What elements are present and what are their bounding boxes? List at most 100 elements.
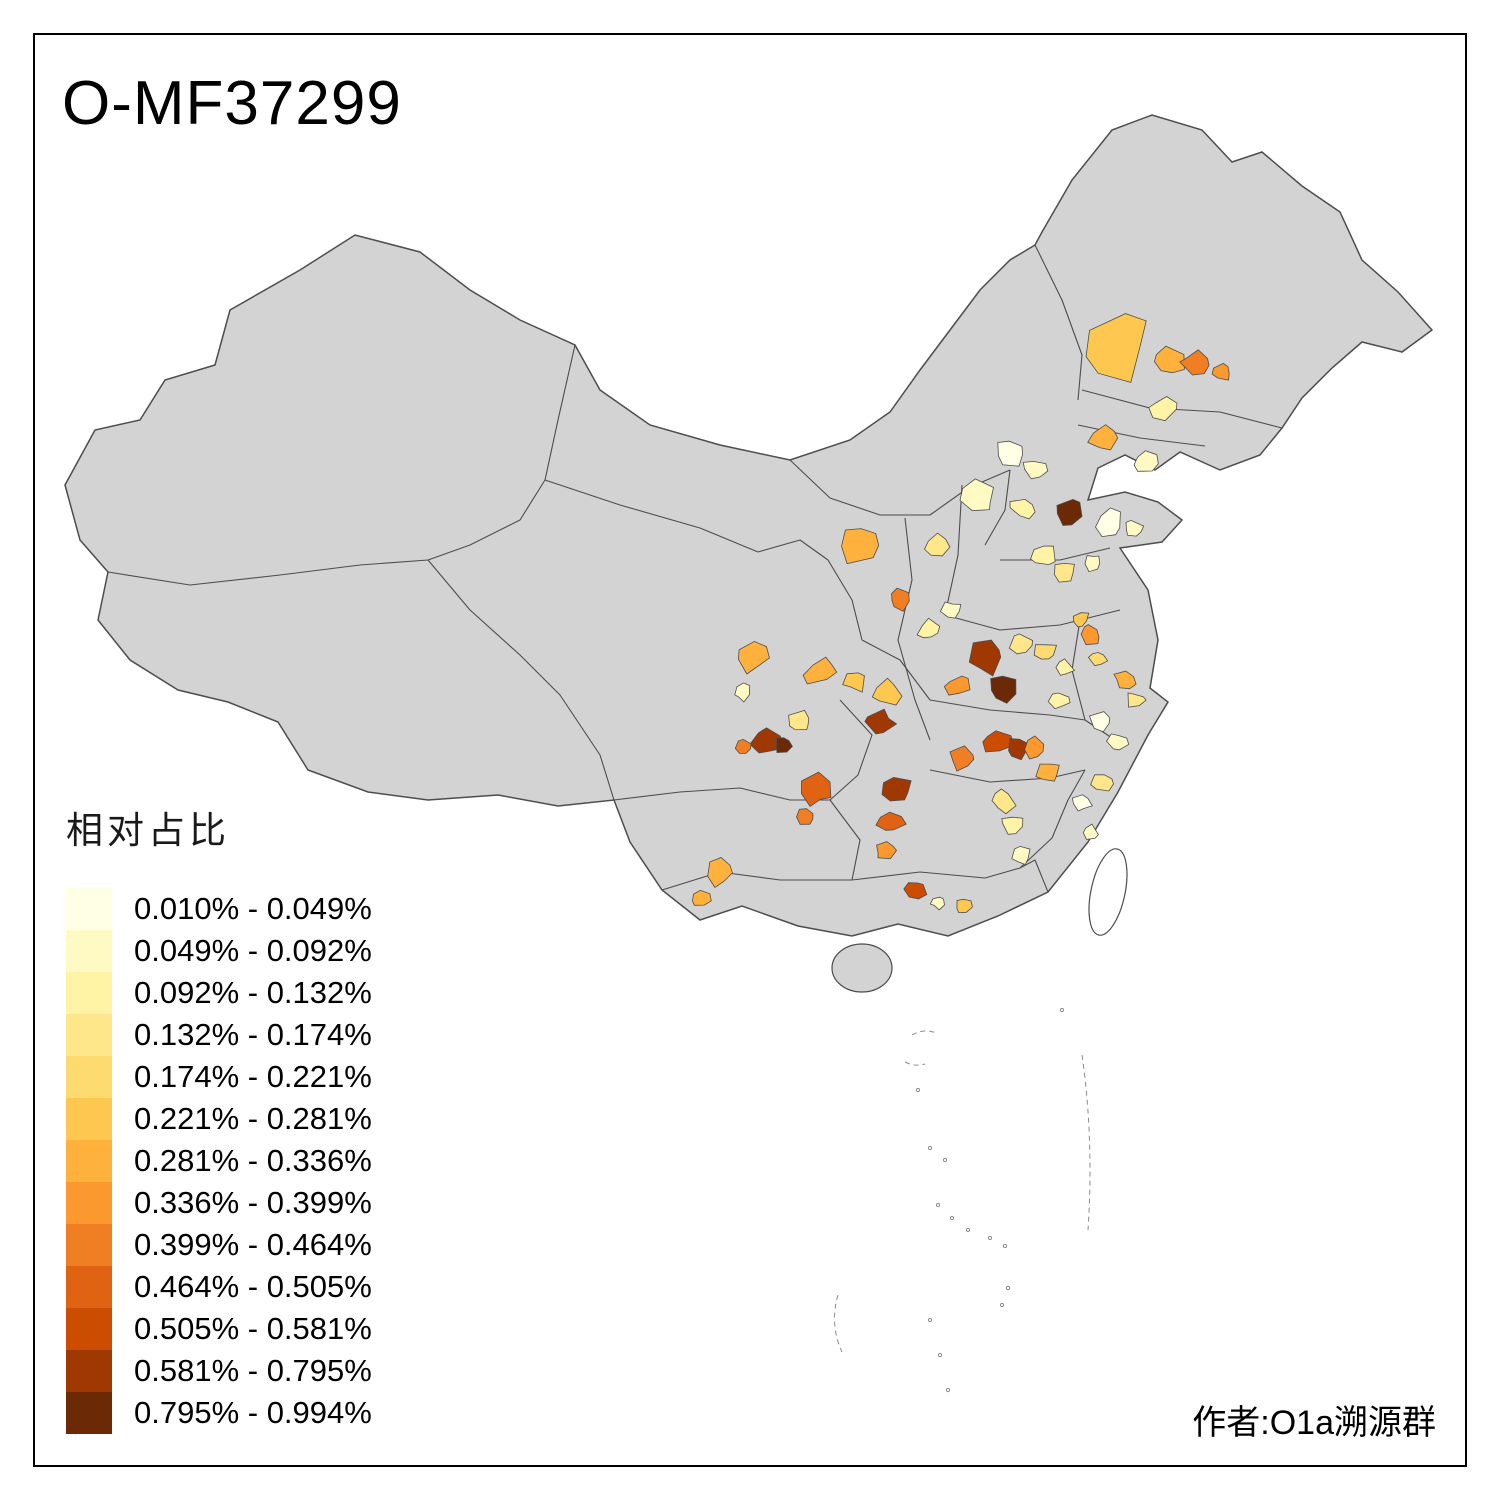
- legend-swatch: [66, 1224, 112, 1266]
- map-region: [737, 640, 770, 675]
- map-region: [924, 532, 951, 557]
- legend-swatch: [66, 888, 112, 930]
- map-region: [871, 677, 903, 706]
- map-region: [1072, 794, 1094, 812]
- map-region: [1054, 562, 1075, 583]
- south-china-sea-marks: [834, 1007, 1091, 1393]
- legend-label: 0.221% - 0.281%: [134, 1101, 372, 1136]
- map-region: [1072, 612, 1090, 628]
- map-region: [842, 672, 865, 693]
- legend-label: 0.174% - 0.221%: [134, 1059, 372, 1094]
- legend-swatch: [66, 1350, 112, 1392]
- map-region: [1105, 733, 1130, 751]
- map-region: [1082, 823, 1099, 840]
- legend-row: 0.336% - 0.399%: [66, 1182, 372, 1224]
- map-region: [916, 617, 941, 639]
- map-region: [1148, 396, 1178, 422]
- map-region: [802, 656, 838, 685]
- map-region: [864, 708, 898, 735]
- mainland-outline: [64, 114, 1434, 937]
- map-region: [939, 601, 962, 619]
- legend-title: 相对占比: [66, 810, 230, 851]
- map-region: [1030, 545, 1056, 566]
- legend-label: 0.049% - 0.092%: [134, 933, 372, 968]
- legend-swatch: [66, 1014, 112, 1056]
- map-region: [796, 808, 814, 825]
- map-region: [1008, 738, 1029, 761]
- map-region: [881, 776, 912, 802]
- legend-row: 0.795% - 0.994%: [66, 1392, 372, 1434]
- legend-row: 0.581% - 0.795%: [66, 1350, 372, 1392]
- attribution: 作者:O1a溯源群: [1192, 1404, 1436, 1442]
- map-region: [1087, 652, 1109, 667]
- legend-rows: 0.010% - 0.049% 0.049% - 0.092% 0.092% - 0…: [66, 888, 372, 1434]
- map-region: [876, 841, 897, 860]
- map-region: [1084, 555, 1101, 573]
- legend-row: 0.221% - 0.281%: [66, 1098, 372, 1140]
- map-region: [1080, 624, 1100, 646]
- legend-row: 0.132% - 0.174%: [66, 1014, 372, 1056]
- map-region: [801, 771, 832, 807]
- legend-label: 0.336% - 0.399%: [134, 1185, 372, 1220]
- legend-swatch: [66, 1140, 112, 1182]
- legend-row: 0.174% - 0.221%: [66, 1056, 372, 1098]
- map-region: [1179, 349, 1210, 376]
- map-region: [929, 896, 945, 911]
- legend-row: 0.399% - 0.464%: [66, 1224, 372, 1266]
- legend-swatch: [66, 930, 112, 972]
- legend-row: 0.281% - 0.336%: [66, 1140, 372, 1182]
- map-region: [734, 738, 752, 754]
- map-region: [959, 478, 994, 512]
- legend-label: 0.092% - 0.132%: [134, 975, 372, 1010]
- legend-label: 0.010% - 0.049%: [134, 891, 372, 926]
- map-region: [1088, 711, 1110, 733]
- islands: [831, 848, 1128, 993]
- legend-label: 0.795% - 0.994%: [134, 1395, 372, 1430]
- map-region: [1133, 450, 1159, 472]
- map-regions: [692, 313, 1230, 914]
- map-region: [1056, 498, 1083, 526]
- legend-swatch: [66, 1182, 112, 1224]
- legend-swatch: [66, 1056, 112, 1098]
- map-region: [956, 898, 973, 914]
- map-region: [1033, 644, 1058, 660]
- map-region: [734, 682, 751, 703]
- hainan-island: [831, 943, 893, 993]
- legend-label: 0.505% - 0.581%: [134, 1311, 372, 1346]
- map-region: [788, 709, 810, 730]
- map-region: [1113, 670, 1137, 690]
- map-region: [1024, 735, 1045, 760]
- map-region: [1008, 633, 1034, 655]
- legend-swatch: [66, 1266, 112, 1308]
- map-region: [943, 675, 971, 696]
- map-region: [990, 675, 1017, 704]
- map-region: [1022, 460, 1049, 480]
- legend-swatch: [66, 1308, 112, 1350]
- legend-swatch: [66, 1098, 112, 1140]
- map-region: [841, 528, 880, 565]
- map-region: [891, 587, 910, 612]
- map-region: [1085, 313, 1147, 383]
- taiwan-island: [1088, 848, 1128, 936]
- map-region: [991, 788, 1017, 815]
- legend-label: 0.464% - 0.505%: [134, 1269, 372, 1304]
- legend-row: 0.010% - 0.049%: [66, 888, 372, 930]
- map-region: [1125, 519, 1145, 537]
- legend-swatch: [66, 972, 112, 1014]
- map-region: [875, 811, 907, 831]
- legend-label: 0.399% - 0.464%: [134, 1227, 372, 1262]
- legend-row: 0.505% - 0.581%: [66, 1308, 372, 1350]
- legend: 相对占比 0.010% - 0.049% 0.049% - 0.092% 0.092…: [66, 800, 372, 1434]
- map-region: [707, 857, 733, 888]
- map-region: [1011, 845, 1031, 866]
- map-region: [1153, 345, 1185, 374]
- map-region: [775, 737, 793, 754]
- map-region: [982, 730, 1016, 753]
- legend-label: 0.281% - 0.336%: [134, 1143, 372, 1178]
- map-region: [949, 745, 975, 772]
- legend-row: 0.092% - 0.132%: [66, 972, 372, 1014]
- map-region: [903, 882, 928, 900]
- map-region: [997, 440, 1024, 467]
- map-region: [1087, 424, 1119, 451]
